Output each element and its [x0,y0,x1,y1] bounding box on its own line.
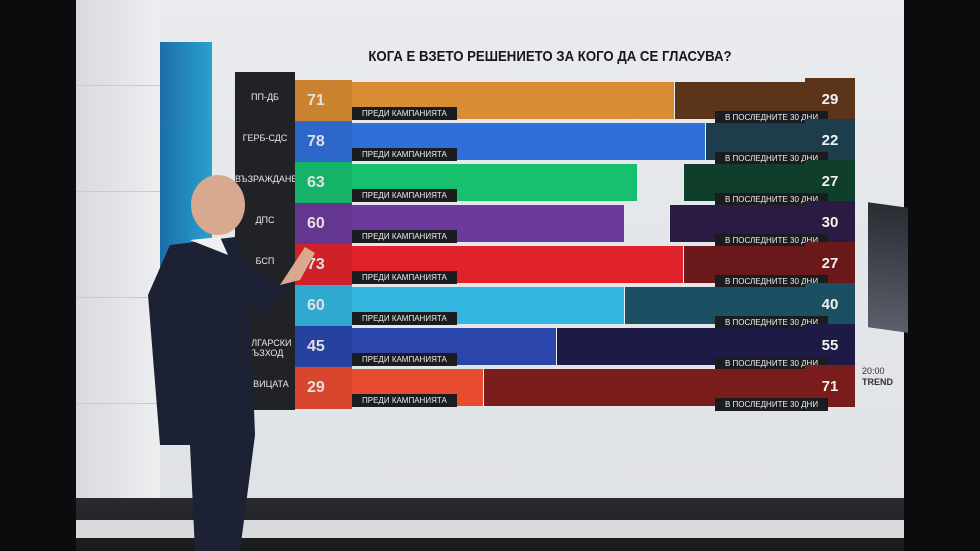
last30-tag: В ПОСЛЕДНИТЕ 30 ДНИ [715,152,829,165]
before-tag: ПРЕДИ КАМПАНИЯТА [352,148,457,161]
before-value: 71 [295,80,352,122]
party-label: ДПС [255,215,275,225]
wall-panel [76,192,160,298]
before-value: 78 [295,121,352,163]
wall-panel [76,86,160,192]
before-tag: ПРЕДИ КАМПАНИЯТА [352,230,457,243]
wall-panel [76,404,160,499]
before-value: 60 [295,203,352,245]
last30-tag: В ПОСЛЕДНИТЕ 30 ДНИ [715,398,829,411]
before-value: 45 [295,326,352,368]
last30-value: 71 [805,365,855,407]
before-tag: ПРЕДИ КАМПАНИЯТА [352,189,457,202]
party-label: БЪЛГАРСКИ ВЪЗХОД [238,338,292,358]
party-label: ЛЕВИЦАТА [241,379,289,389]
show-time: 20:00 [862,366,885,376]
presenter [148,175,315,551]
last30-value: 55 [805,324,855,366]
last30-tag: В ПОСЛЕДНИТЕ 30 ДНИ [715,316,829,329]
party-label: БСП [255,256,275,266]
last30-tag: В ПОСЛЕДНИТЕ 30 ДНИ [715,275,829,288]
party-label: ГЕРБ-СДС [242,133,288,143]
show-branding: 20:00 TREND [862,366,893,388]
last30-tag: В ПОСЛЕДНИТЕ 30 ДНИ [715,234,829,247]
last30-tag: В ПОСЛЕДНИТЕ 30 ДНИ [715,111,829,124]
wall-panel [76,298,160,404]
last30-tag: В ПОСЛЕДНИТЕ 30 ДНИ [715,193,829,206]
floor-stripe [76,520,904,538]
before-value: 63 [295,162,352,204]
show-name: TREND [862,377,893,387]
before-value: 60 [295,285,352,327]
before-tag: ПРЕДИ КАМПАНИЯТА [352,107,457,120]
before-tag: ПРЕДИ КАМПАНИЯТА [352,312,457,325]
before-tag: ПРЕДИ КАМПАНИЯТА [352,394,457,407]
before-tag: ПРЕДИ КАМПАНИЯТА [352,353,457,366]
party-label: ПП-ДБ [251,92,279,102]
party-label: ВЪЗРАЖДАНЕ [235,174,298,184]
wall-panel [76,0,160,86]
before-tag: ПРЕДИ КАМПАНИЯТА [352,271,457,284]
studio-monitor [868,202,908,333]
chart-title: КОГА Е ВЗЕТО РЕШЕНИЕТО ЗА КОГО ДА СЕ ГЛА… [368,48,732,65]
before-value: 29 [295,367,352,409]
last30-tag: В ПОСЛЕДНИТЕ 30 ДНИ [715,357,829,370]
